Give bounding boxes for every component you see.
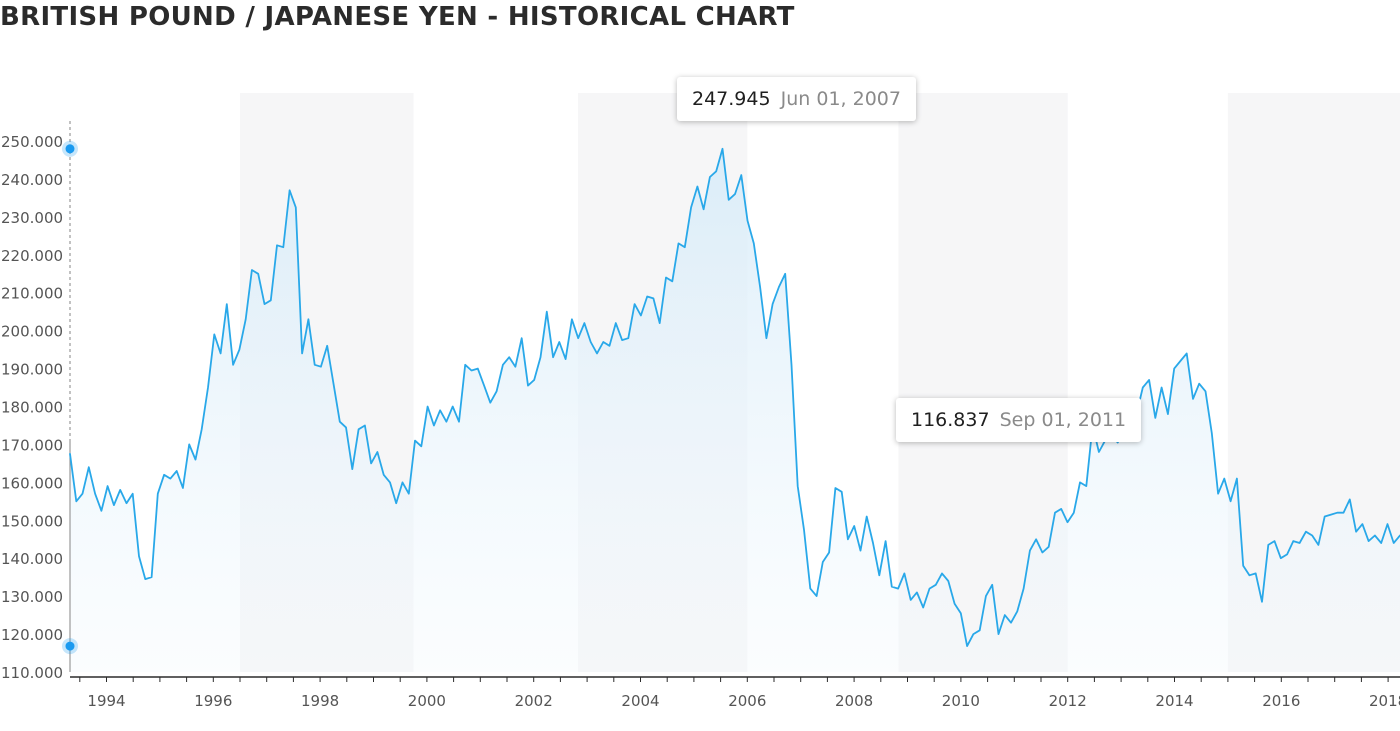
series-area	[70, 148, 1400, 673]
tooltip-high: 247.945 Jun 01, 2007	[677, 77, 916, 121]
y-tick-label: 140.000	[1, 550, 63, 568]
highlight-point-1[interactable]	[65, 144, 75, 154]
y-tick-label: 210.000	[1, 285, 63, 303]
y-tick-label: 240.000	[1, 171, 63, 189]
tooltip-high-value: 247.945	[692, 88, 771, 110]
y-tick-label: 110.000	[1, 664, 63, 682]
x-tick-label: 2008	[835, 692, 873, 710]
x-tick-label: 2018	[1369, 692, 1400, 710]
area-layer	[70, 148, 1400, 673]
y-tick-label: 220.000	[1, 247, 63, 265]
y-tick-label: 230.000	[1, 209, 63, 227]
x-tick-label: 2010	[942, 692, 980, 710]
x-tick-label: 1994	[87, 692, 125, 710]
x-tick-label: 1998	[301, 692, 339, 710]
y-tick-label: 200.000	[1, 323, 63, 341]
highlight-points	[62, 140, 78, 655]
x-tick-label: 2012	[1049, 692, 1087, 710]
y-tick-label: 130.000	[1, 588, 63, 606]
x-tick-label: 2016	[1262, 692, 1300, 710]
tooltip-low-value: 116.837	[911, 409, 990, 431]
y-tick-label: 150.000	[1, 512, 63, 530]
x-tick-label: 2002	[515, 692, 553, 710]
tooltip-high-date: Jun 01, 2007	[780, 88, 901, 110]
x-tick-label: 2000	[408, 692, 446, 710]
y-tick-label: 160.000	[1, 474, 63, 492]
y-tick-label: 120.000	[1, 626, 63, 644]
y-tick-label: 250.000	[1, 133, 63, 151]
line-layer	[69, 147, 1400, 647]
x-tick-label: 2004	[621, 692, 659, 710]
x-tick-label: 2006	[728, 692, 766, 710]
x-tick-label: 1996	[194, 692, 232, 710]
series-line	[69, 147, 1400, 647]
tooltip-low: 116.837 Sep 01, 2011	[896, 398, 1142, 442]
page-title: BRITISH POUND / JAPANESE YEN - HISTORICA…	[0, 2, 795, 32]
y-tick-label: 170.000	[1, 436, 63, 454]
y-axis: 250.000 240.000 230.000 220.000 210.000 200.0…	[1, 133, 63, 682]
x-axis: 1994 1996 1998 2000 2002 2004 2006 2008 2010 2012…	[70, 676, 1400, 710]
x-tick-label: 2014	[1155, 692, 1193, 710]
tooltip-low-date: Sep 01, 2011	[999, 409, 1127, 431]
y-tick-label: 180.000	[1, 399, 63, 417]
highlight-point-2[interactable]	[65, 641, 75, 651]
y-tick-label: 190.000	[1, 361, 63, 379]
